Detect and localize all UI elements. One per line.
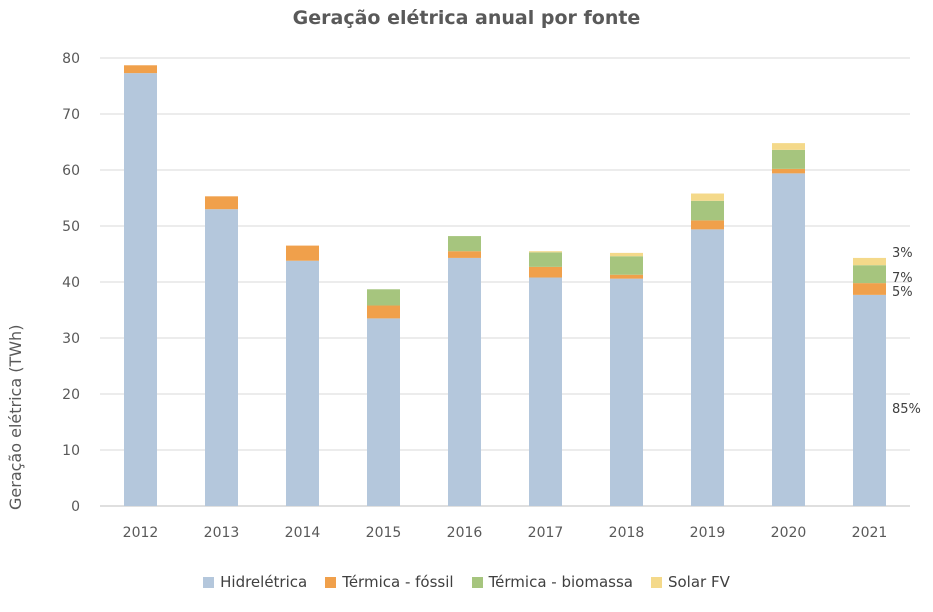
data-label: 5%: [892, 285, 913, 300]
x-tick-label: 2013: [204, 525, 240, 541]
bar-segment: [205, 196, 238, 210]
bar-segment: [286, 260, 319, 506]
bar-segment: [367, 289, 400, 306]
y-tick-label: 40: [62, 275, 80, 291]
bar-segment: [124, 65, 157, 74]
data-label: 3%: [892, 246, 913, 261]
bar-segment: [529, 252, 562, 267]
x-tick-label: 2016: [447, 525, 483, 541]
legend-item: Térmica - fóssil: [325, 573, 454, 591]
bar-segment: [610, 256, 643, 275]
legend: Hidrelétrica Térmica - fóssil Térmica - bi…: [0, 573, 933, 592]
legend-swatch: [650, 576, 662, 588]
bar-segment: [691, 193, 724, 201]
data-label: 7%: [892, 271, 913, 286]
bar-segment: [529, 251, 562, 253]
bar-segment: [610, 274, 643, 279]
bar-segment: [691, 229, 724, 507]
x-tick-label: 2014: [285, 525, 321, 541]
y-tick-label: 0: [71, 499, 80, 515]
bar-segment: [853, 294, 886, 506]
bar-segment: [853, 265, 886, 284]
bar-segment: [286, 245, 319, 261]
x-tick-label: 2012: [123, 525, 159, 541]
bar-segment: [367, 318, 400, 506]
bar-segment: [853, 283, 886, 295]
chart-title: Geração elétrica anual por fonte: [292, 7, 641, 29]
legend-item: Solar FV: [650, 573, 730, 591]
bar-segment: [124, 73, 157, 507]
bar-segment: [772, 168, 805, 174]
data-label: 85%: [892, 402, 921, 417]
bar-segment: [853, 257, 886, 266]
bar-segment: [205, 209, 238, 506]
y-tick-label: 70: [62, 107, 80, 123]
bar-segment: [691, 220, 724, 230]
x-tick-label: 2019: [690, 525, 726, 541]
y-tick-label: 60: [62, 163, 80, 179]
x-tick-label: 2018: [609, 525, 645, 541]
legend-label: Hidrelétrica: [220, 573, 308, 591]
bar-segment: [529, 266, 562, 278]
y-tick-label: 20: [62, 387, 80, 403]
bar-segment: [610, 278, 643, 506]
x-tick-label: 2017: [528, 525, 564, 541]
y-tick-label: 80: [62, 51, 80, 67]
bar-segment: [610, 252, 643, 257]
bar-segment: [448, 257, 481, 506]
legend-swatch: [203, 576, 215, 588]
x-tick-label: 2015: [366, 525, 402, 541]
legend-swatch: [325, 576, 337, 588]
bar-segment: [772, 149, 805, 169]
bar-segment: [448, 236, 481, 252]
bar-segment: [529, 277, 562, 506]
legend-item: Hidrelétrica: [203, 573, 307, 591]
legend-item: Térmica - biomassa: [471, 573, 633, 591]
y-tick-label: 10: [62, 443, 80, 459]
legend-swatch: [471, 576, 483, 588]
y-tick-label: 30: [62, 331, 80, 347]
legend-label: Solar FV: [667, 573, 730, 591]
x-tick-label: 2021: [852, 525, 888, 541]
bar-segment: [772, 173, 805, 507]
legend-label: Térmica - fóssil: [342, 573, 454, 591]
y-tick-label: 50: [62, 219, 80, 235]
bar-segment: [772, 143, 805, 150]
bar-segment: [367, 305, 400, 319]
x-tick-label: 2020: [771, 525, 807, 541]
bar-segment: [448, 251, 481, 258]
bar-segment: [691, 200, 724, 221]
legend-label: Térmica - biomassa: [488, 573, 633, 591]
